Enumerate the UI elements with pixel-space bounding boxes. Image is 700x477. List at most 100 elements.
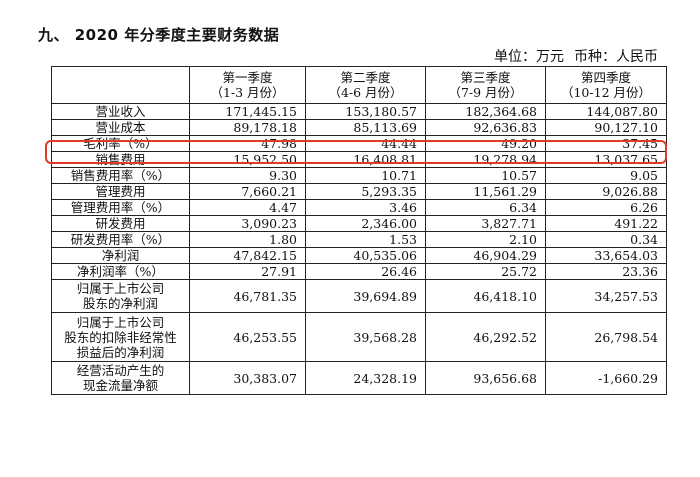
value-cell-q2: 2,346.00 bbox=[305, 215, 426, 232]
value-cell-q3: 2.10 bbox=[425, 231, 546, 248]
row-label: 管理费用 bbox=[51, 183, 190, 200]
table-row: 销售费用 15,952.50 16,408.81 19,278.94 13,037.65 bbox=[51, 151, 667, 168]
value-cell-q3: 25.72 bbox=[425, 263, 546, 280]
row-label: 销售费用率（%） bbox=[51, 167, 190, 184]
row-label: 研发费用率（%） bbox=[51, 231, 190, 248]
value-cell-q4: 33,654.03 bbox=[545, 247, 667, 264]
row-label-line: 归属于上市公司 bbox=[76, 314, 165, 330]
value-cell-q4: 13,037.65 bbox=[545, 151, 667, 168]
value-cell-q2: 153,180.57 bbox=[305, 103, 426, 120]
unit-line: 单位：万元 币种：人民币 bbox=[484, 46, 658, 66]
value-cell-q1: 4.47 bbox=[189, 199, 306, 216]
row-label-line: 股东的净利润 bbox=[82, 296, 158, 311]
value-cell-q1: 7,660.21 bbox=[189, 183, 306, 200]
value-cell-q2: 24,328.19 bbox=[305, 361, 426, 395]
row-label: 净利润率（%） bbox=[51, 263, 190, 280]
header-line2: （7-9 月份） bbox=[448, 85, 523, 100]
value-cell-q1: 46,253.55 bbox=[189, 312, 306, 362]
row-label-line: 经营活动产生的 bbox=[76, 363, 165, 378]
value-cell-q3: 182,364.68 bbox=[425, 103, 546, 120]
value-cell-q3: 49.20 bbox=[425, 135, 546, 152]
header-line1: 第四季度 bbox=[580, 70, 631, 85]
value-cell-q3: 46,904.29 bbox=[425, 247, 546, 264]
table-row: 销售费用率（%） 9.30 10.71 10.57 9.05 bbox=[51, 167, 667, 184]
value-cell-q4: 9.05 bbox=[545, 167, 667, 184]
value-cell-q4: 26,798.54 bbox=[545, 312, 667, 362]
value-cell-q1: 15,952.50 bbox=[189, 151, 306, 168]
currency-label: 币种：人民币 bbox=[574, 49, 658, 65]
row-label: 销售费用 bbox=[51, 151, 190, 168]
value-cell-q3: 11,561.29 bbox=[425, 183, 546, 200]
value-cell-q4: 0.34 bbox=[545, 231, 667, 248]
value-cell-q4: 34,257.53 bbox=[545, 279, 667, 313]
row-label-line: 现金流量净额 bbox=[82, 378, 158, 393]
row-label: 研发费用 bbox=[51, 215, 190, 232]
row-label-line: 销售费用率（%） bbox=[70, 168, 171, 183]
unit-label: 单位：万元 bbox=[494, 49, 564, 65]
table-row: 经营活动产生的 现金流量净额 30,383.07 24,328.19 93,656.68… bbox=[51, 361, 667, 395]
value-cell-q4: -1,660.29 bbox=[545, 361, 667, 395]
header-line1: 第三季度 bbox=[460, 70, 511, 85]
row-label-line: 研发费用率（%） bbox=[70, 232, 171, 247]
table-row: 管理费用 7,660.21 5,293.35 11,561.29 9,026.88 bbox=[51, 183, 667, 200]
value-cell-q1: 1.80 bbox=[189, 231, 306, 248]
table-row: 毛利率（%） 47.98 44.44 49.20 37.45 bbox=[51, 135, 667, 152]
row-label-line: 净利润率（%） bbox=[77, 264, 164, 279]
row-label-line: 营业收入 bbox=[95, 104, 146, 119]
table-row: 营业收入 171,445.15 153,180.57 182,364.68 144,08… bbox=[51, 103, 667, 120]
row-label: 归属于上市公司 股东的净利润 bbox=[51, 279, 190, 313]
row-label-line: 营业成本 bbox=[95, 120, 146, 135]
header-line2: （10-12 月份） bbox=[560, 85, 651, 100]
value-cell-q1: 89,178.18 bbox=[189, 119, 306, 136]
row-label-line: 销售费用 bbox=[95, 152, 146, 167]
row-label: 毛利率（%） bbox=[51, 135, 190, 152]
table-row: 净利润 47,842.15 40,535.06 46,904.29 33,654.03 bbox=[51, 247, 667, 264]
value-cell-q2: 16,408.81 bbox=[305, 151, 426, 168]
value-cell-q2: 10.71 bbox=[305, 167, 426, 184]
value-cell-q3: 46,292.52 bbox=[425, 312, 546, 362]
value-cell-q2: 1.53 bbox=[305, 231, 426, 248]
table-row: 净利润率（%） 27.91 26.46 25.72 23.36 bbox=[51, 263, 667, 280]
row-label: 净利润 bbox=[51, 247, 190, 264]
row-label-line: 净利润 bbox=[101, 248, 140, 263]
value-cell-q1: 47.98 bbox=[189, 135, 306, 152]
row-label-line: 归属于上市公司 bbox=[76, 281, 165, 296]
row-label: 营业成本 bbox=[51, 119, 190, 136]
header-cell-empty bbox=[51, 66, 190, 104]
value-cell-q3: 6.34 bbox=[425, 199, 546, 216]
table-row: 研发费用 3,090.23 2,346.00 3,827.71 491.22 bbox=[51, 215, 667, 232]
section-title: 九、 2020 年分季度主要财务数据 bbox=[38, 26, 280, 44]
value-cell-q1: 46,781.35 bbox=[189, 279, 306, 313]
row-label-line: 毛利率（%） bbox=[83, 136, 158, 151]
value-cell-q2: 3.46 bbox=[305, 199, 426, 216]
header-cell-q3: 第三季度 （7-9 月份） bbox=[425, 66, 546, 104]
value-cell-q2: 44.44 bbox=[305, 135, 426, 152]
value-cell-q4: 37.45 bbox=[545, 135, 667, 152]
value-cell-q1: 30,383.07 bbox=[189, 361, 306, 395]
value-cell-q2: 40,535.06 bbox=[305, 247, 426, 264]
row-label-line: 研发费用 bbox=[95, 216, 146, 231]
value-cell-q3: 10.57 bbox=[425, 167, 546, 184]
value-cell-q4: 9,026.88 bbox=[545, 183, 667, 200]
row-label: 经营活动产生的 现金流量净额 bbox=[51, 361, 190, 395]
value-cell-q1: 9.30 bbox=[189, 167, 306, 184]
value-cell-q4: 23.36 bbox=[545, 263, 667, 280]
value-cell-q2: 26.46 bbox=[305, 263, 426, 280]
row-label: 归属于上市公司 股东的扣除非经常性 损益后的净利润 bbox=[51, 312, 190, 362]
row-label-line: 管理费用率（%） bbox=[70, 200, 171, 215]
value-cell-q2: 5,293.35 bbox=[305, 183, 426, 200]
row-label: 营业收入 bbox=[51, 103, 190, 120]
quarterly-financial-table: 第一季度 （1-3 月份） 第二季度 （4-6 月份） 第三季度 （7-9 月份） 第四季度… bbox=[51, 66, 667, 395]
value-cell-q4: 6.26 bbox=[545, 199, 667, 216]
row-label-line: 损益后的净利润 bbox=[76, 344, 165, 360]
header-line1: 第二季度 bbox=[340, 70, 391, 85]
value-cell-q1: 3,090.23 bbox=[189, 215, 306, 232]
header-line2: （4-6 月份） bbox=[328, 85, 403, 100]
value-cell-q3: 46,418.10 bbox=[425, 279, 546, 313]
value-cell-q1: 47,842.15 bbox=[189, 247, 306, 264]
header-line2: （1-3 月份） bbox=[210, 85, 285, 100]
table-header-row: 第一季度 （1-3 月份） 第二季度 （4-6 月份） 第三季度 （7-9 月份） 第四季度… bbox=[51, 66, 667, 104]
table-row: 研发费用率（%） 1.80 1.53 2.10 0.34 bbox=[51, 231, 667, 248]
value-cell-q3: 19,278.94 bbox=[425, 151, 546, 168]
value-cell-q3: 92,636.83 bbox=[425, 119, 546, 136]
